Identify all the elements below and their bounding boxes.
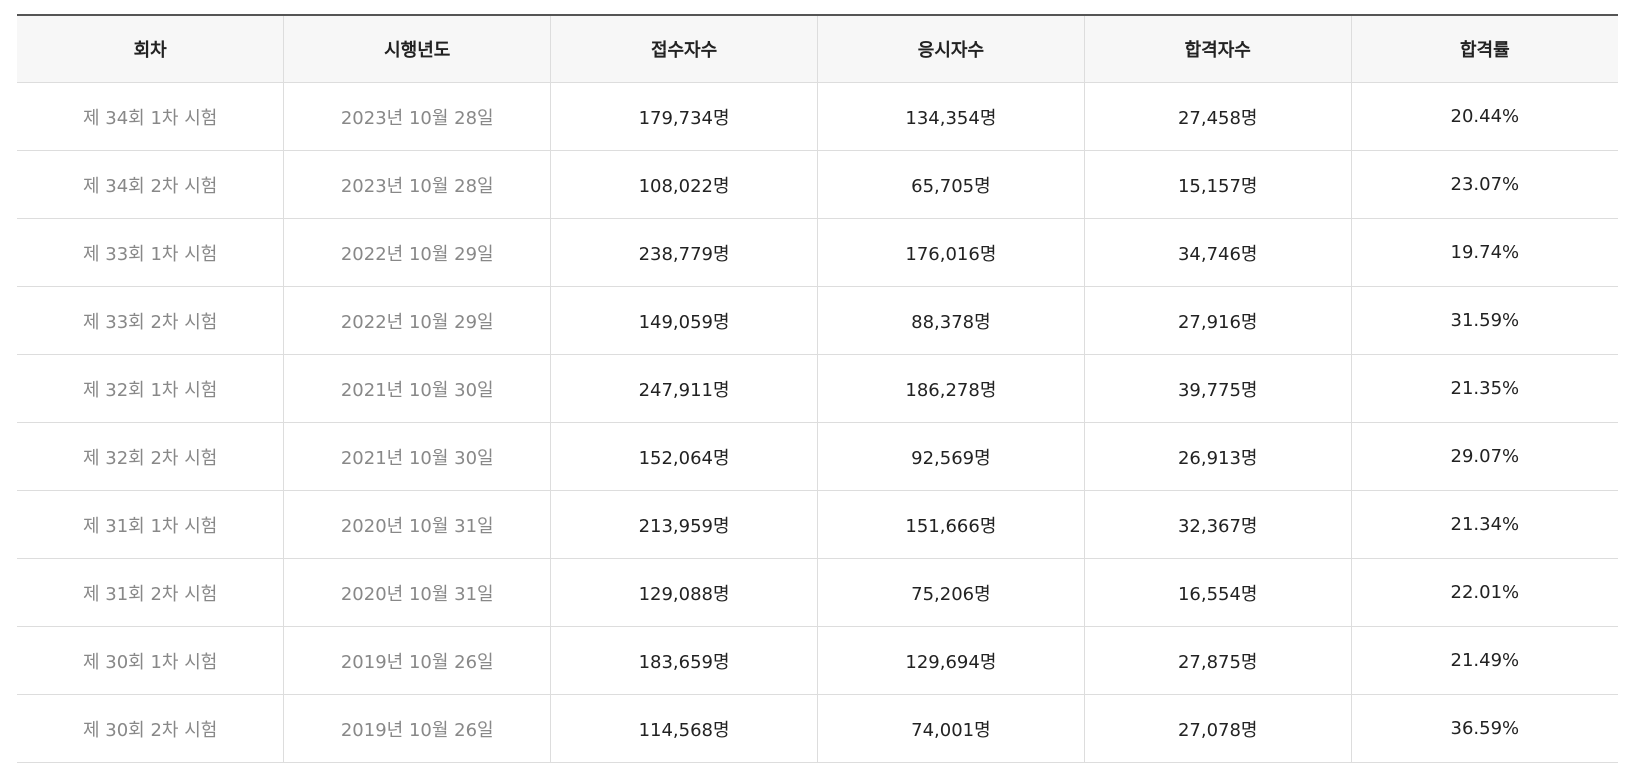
cell-round: 제 34회 2차 시험 bbox=[17, 150, 284, 219]
cell-passers: 39,775명 bbox=[1083, 354, 1352, 423]
header-exam-date: 시행년도 bbox=[283, 15, 551, 83]
cell-pass-rate: 36.59% bbox=[1350, 694, 1618, 763]
header-round: 회차 bbox=[17, 15, 284, 83]
cell-pass-rate: 31.59% bbox=[1350, 286, 1618, 355]
table-row: 제 34회 2차 시험 2023년 10월 28일 108,022명 65,70… bbox=[17, 150, 1618, 219]
cell-exam-date: 2021년 10월 30일 bbox=[283, 422, 551, 491]
cell-examinees: 151,666명 bbox=[816, 490, 1085, 559]
table-row: 제 34회 1차 시험 2023년 10월 28일 179,734명 134,3… bbox=[17, 82, 1618, 151]
cell-round: 제 32회 2차 시험 bbox=[17, 422, 284, 491]
exam-statistics-table-container: 회차 시행년도 접수자수 응시자수 합격자수 합격률 제 34회 1차 시험 2… bbox=[17, 14, 1618, 763]
cell-examinees: 65,705명 bbox=[816, 150, 1085, 219]
cell-pass-rate: 19.74% bbox=[1350, 218, 1618, 287]
header-row: 회차 시행년도 접수자수 응시자수 합격자수 합격률 bbox=[17, 15, 1618, 83]
cell-examinees: 74,001명 bbox=[816, 694, 1085, 763]
cell-round: 제 31회 2차 시험 bbox=[17, 558, 284, 627]
cell-passers: 27,916명 bbox=[1083, 286, 1352, 355]
cell-exam-date: 2022년 10월 29일 bbox=[283, 286, 551, 355]
table-row: 제 32회 1차 시험 2021년 10월 30일 247,911명 186,2… bbox=[17, 354, 1618, 423]
cell-exam-date: 2020년 10월 31일 bbox=[283, 558, 551, 627]
header-examinees: 응시자수 bbox=[816, 15, 1085, 83]
cell-round: 제 34회 1차 시험 bbox=[17, 82, 284, 151]
header-applicants: 접수자수 bbox=[550, 15, 818, 83]
table-row: 제 33회 1차 시험 2022년 10월 29일 238,779명 176,0… bbox=[17, 218, 1618, 287]
table-row: 제 30회 2차 시험 2019년 10월 26일 114,568명 74,00… bbox=[17, 694, 1618, 763]
table-header: 회차 시행년도 접수자수 응시자수 합격자수 합격률 bbox=[17, 15, 1618, 83]
cell-applicants: 114,568명 bbox=[550, 694, 818, 763]
cell-pass-rate: 29.07% bbox=[1350, 422, 1618, 491]
cell-round: 제 33회 1차 시험 bbox=[17, 218, 284, 287]
cell-examinees: 129,694명 bbox=[816, 626, 1085, 695]
cell-passers: 27,875명 bbox=[1083, 626, 1352, 695]
cell-round: 제 31회 1차 시험 bbox=[17, 490, 284, 559]
cell-examinees: 92,569명 bbox=[816, 422, 1085, 491]
cell-exam-date: 2019년 10월 26일 bbox=[283, 626, 551, 695]
cell-applicants: 183,659명 bbox=[550, 626, 818, 695]
cell-applicants: 129,088명 bbox=[550, 558, 818, 627]
cell-passers: 32,367명 bbox=[1083, 490, 1352, 559]
cell-pass-rate: 21.34% bbox=[1350, 490, 1618, 559]
cell-applicants: 108,022명 bbox=[550, 150, 818, 219]
cell-examinees: 75,206명 bbox=[816, 558, 1085, 627]
cell-applicants: 152,064명 bbox=[550, 422, 818, 491]
header-passers: 합격자수 bbox=[1083, 15, 1352, 83]
table-row: 제 30회 1차 시험 2019년 10월 26일 183,659명 129,6… bbox=[17, 626, 1618, 695]
cell-pass-rate: 20.44% bbox=[1350, 82, 1618, 151]
cell-passers: 27,078명 bbox=[1083, 694, 1352, 763]
cell-pass-rate: 22.01% bbox=[1350, 558, 1618, 627]
cell-passers: 16,554명 bbox=[1083, 558, 1352, 627]
cell-exam-date: 2019년 10월 26일 bbox=[283, 694, 551, 763]
cell-applicants: 179,734명 bbox=[550, 82, 818, 151]
cell-examinees: 176,016명 bbox=[816, 218, 1085, 287]
cell-pass-rate: 21.49% bbox=[1350, 626, 1618, 695]
cell-exam-date: 2022년 10월 29일 bbox=[283, 218, 551, 287]
cell-round: 제 33회 2차 시험 bbox=[17, 286, 284, 355]
cell-applicants: 213,959명 bbox=[550, 490, 818, 559]
cell-passers: 15,157명 bbox=[1083, 150, 1352, 219]
cell-applicants: 247,911명 bbox=[550, 354, 818, 423]
cell-pass-rate: 23.07% bbox=[1350, 150, 1618, 219]
cell-passers: 34,746명 bbox=[1083, 218, 1352, 287]
cell-round: 제 30회 2차 시험 bbox=[17, 694, 284, 763]
cell-exam-date: 2021년 10월 30일 bbox=[283, 354, 551, 423]
table-row: 제 32회 2차 시험 2021년 10월 30일 152,064명 92,56… bbox=[17, 422, 1618, 491]
table-row: 제 33회 2차 시험 2022년 10월 29일 149,059명 88,37… bbox=[17, 286, 1618, 355]
cell-examinees: 186,278명 bbox=[816, 354, 1085, 423]
table-row: 제 31회 2차 시험 2020년 10월 31일 129,088명 75,20… bbox=[17, 558, 1618, 627]
cell-examinees: 88,378명 bbox=[816, 286, 1085, 355]
cell-round: 제 30회 1차 시험 bbox=[17, 626, 284, 695]
cell-exam-date: 2023년 10월 28일 bbox=[283, 150, 551, 219]
cell-pass-rate: 21.35% bbox=[1350, 354, 1618, 423]
cell-applicants: 149,059명 bbox=[550, 286, 818, 355]
cell-exam-date: 2023년 10월 28일 bbox=[283, 82, 551, 151]
cell-examinees: 134,354명 bbox=[816, 82, 1085, 151]
cell-round: 제 32회 1차 시험 bbox=[17, 354, 284, 423]
cell-exam-date: 2020년 10월 31일 bbox=[283, 490, 551, 559]
table-body: 제 34회 1차 시험 2023년 10월 28일 179,734명 134,3… bbox=[17, 82, 1618, 763]
table-row: 제 31회 1차 시험 2020년 10월 31일 213,959명 151,6… bbox=[17, 490, 1618, 559]
cell-applicants: 238,779명 bbox=[550, 218, 818, 287]
cell-passers: 26,913명 bbox=[1083, 422, 1352, 491]
cell-passers: 27,458명 bbox=[1083, 82, 1352, 151]
exam-statistics-table: 회차 시행년도 접수자수 응시자수 합격자수 합격률 제 34회 1차 시험 2… bbox=[17, 14, 1618, 763]
header-pass-rate: 합격률 bbox=[1350, 15, 1618, 83]
